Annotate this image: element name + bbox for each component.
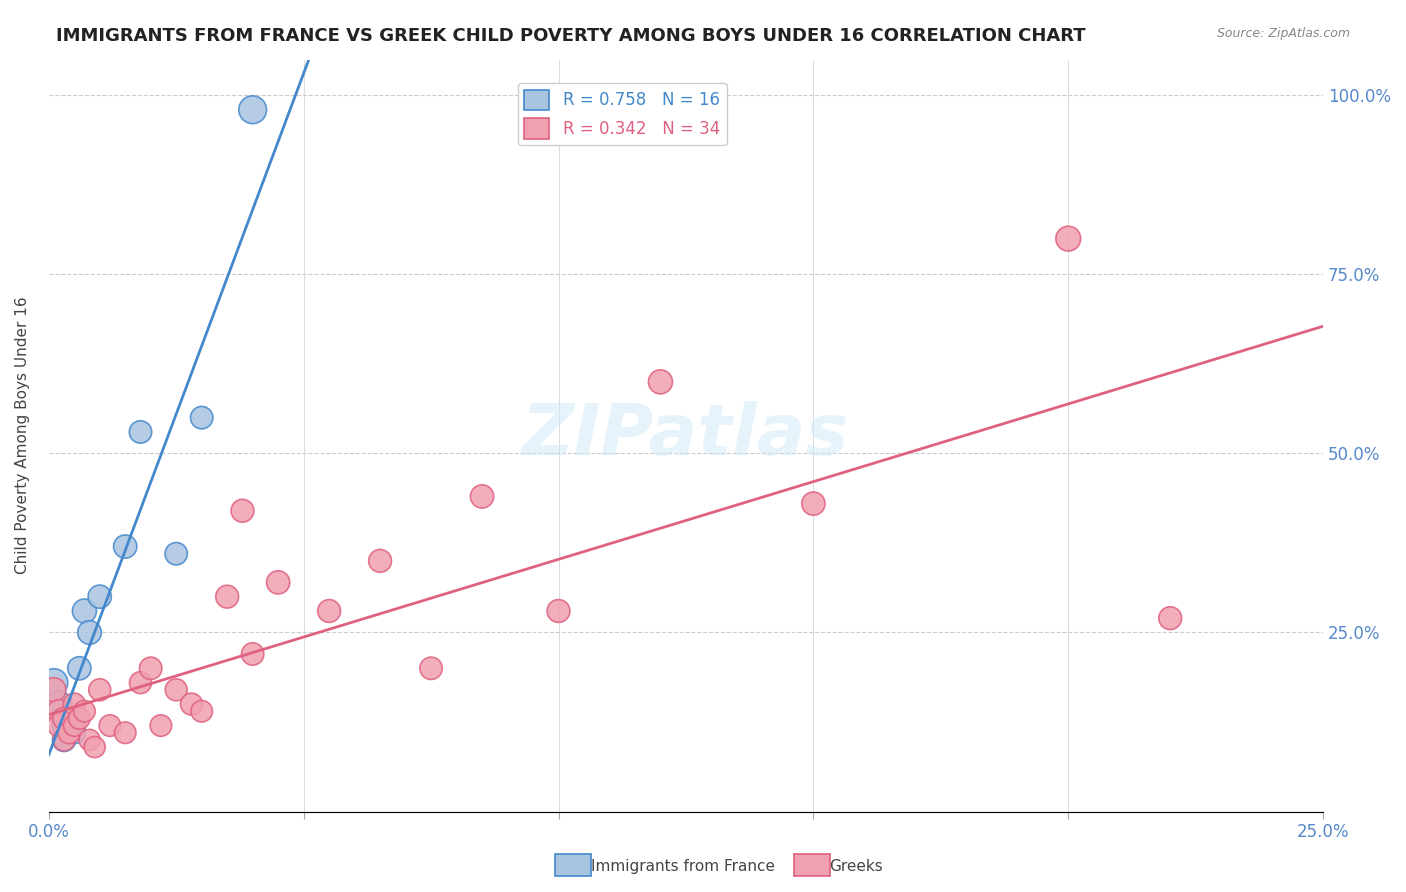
Legend: R = 0.758   N = 16, R = 0.342   N = 34: R = 0.758 N = 16, R = 0.342 N = 34	[517, 83, 727, 145]
Text: Greeks: Greeks	[830, 859, 883, 874]
Text: IMMIGRANTS FROM FRANCE VS GREEK CHILD POVERTY AMONG BOYS UNDER 16 CORRELATION CH: IMMIGRANTS FROM FRANCE VS GREEK CHILD PO…	[56, 27, 1085, 45]
Point	[149, 718, 172, 732]
Point	[63, 718, 86, 732]
Text: Source: ZipAtlas.com: Source: ZipAtlas.com	[1216, 27, 1350, 40]
Point	[73, 704, 96, 718]
Point	[650, 375, 672, 389]
Point	[79, 625, 101, 640]
Y-axis label: Child Poverty Among Boys Under 16: Child Poverty Among Boys Under 16	[15, 297, 30, 574]
Point	[1057, 232, 1080, 246]
Point	[803, 497, 825, 511]
Point	[420, 661, 443, 675]
Point	[63, 725, 86, 739]
Point	[42, 675, 65, 690]
Point	[318, 604, 340, 618]
Point	[242, 647, 264, 661]
Point	[217, 590, 239, 604]
Point	[53, 711, 76, 725]
Point	[63, 718, 86, 732]
Point	[53, 732, 76, 747]
Point	[53, 718, 76, 732]
Point	[547, 604, 569, 618]
Point	[53, 732, 76, 747]
Point	[48, 704, 70, 718]
Point	[89, 590, 111, 604]
Point	[368, 554, 391, 568]
Point	[471, 490, 494, 504]
Point	[58, 711, 80, 725]
Point	[98, 718, 121, 732]
Point	[267, 575, 290, 590]
Point	[165, 682, 187, 697]
Point	[180, 697, 202, 711]
Point	[190, 410, 212, 425]
Text: ZIPatlas: ZIPatlas	[522, 401, 849, 470]
Point	[139, 661, 162, 675]
Point	[231, 504, 253, 518]
Point	[58, 725, 80, 739]
Point	[67, 711, 90, 725]
Point	[190, 704, 212, 718]
Point	[79, 732, 101, 747]
Point	[63, 697, 86, 711]
Point	[67, 661, 90, 675]
Point	[48, 697, 70, 711]
Point	[129, 675, 152, 690]
Point	[73, 604, 96, 618]
Point	[89, 682, 111, 697]
Point	[114, 725, 136, 739]
Point	[42, 682, 65, 697]
Point	[83, 740, 105, 755]
Text: Immigrants from France: Immigrants from France	[591, 859, 775, 874]
Point	[48, 718, 70, 732]
Point	[114, 540, 136, 554]
Point	[1159, 611, 1181, 625]
Point	[165, 547, 187, 561]
Point	[129, 425, 152, 439]
Point	[242, 103, 264, 117]
